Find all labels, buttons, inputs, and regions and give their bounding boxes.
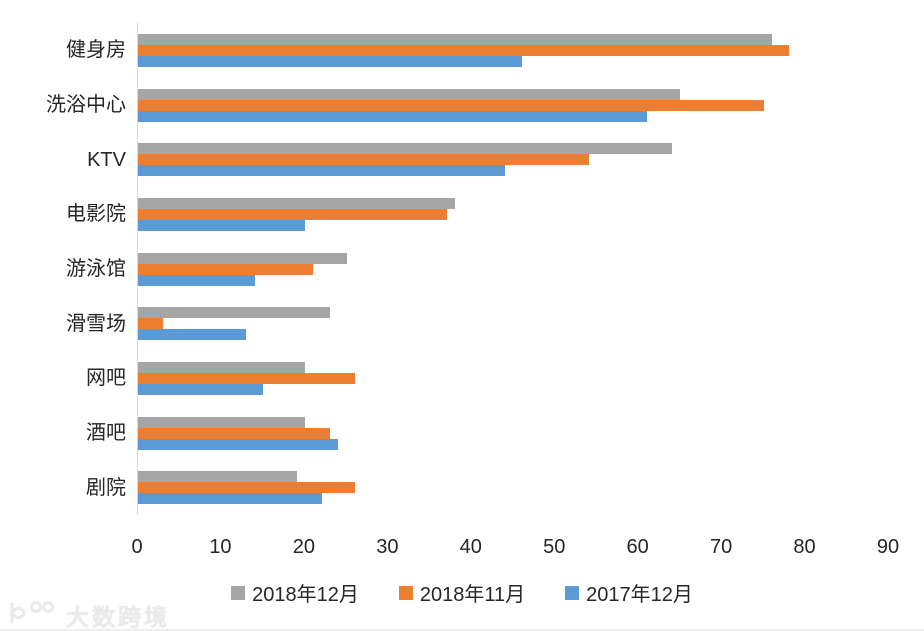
category-label: 酒吧	[86, 422, 126, 444]
bottom-border	[0, 629, 924, 631]
watermark-logo-icon	[6, 599, 58, 631]
legend: 2018年12月 2018年11月 2017年12月	[0, 578, 924, 607]
legend-label: 2018年12月	[252, 584, 359, 606]
bar-series3-cat3	[138, 165, 506, 177]
bar-series2-cat1	[138, 44, 789, 56]
category-label: 剧院	[86, 476, 126, 499]
category-axis-line	[137, 23, 138, 515]
watermark-text: 大数跨境	[66, 604, 170, 630]
bar-series2-cat3	[138, 154, 589, 166]
bar-series1-cat2	[138, 88, 681, 100]
bar-series1-cat5	[138, 252, 347, 264]
category-label: 健身房	[66, 39, 126, 62]
x-tick-label: 10	[209, 536, 232, 558]
bar-series1-cat7	[138, 361, 305, 373]
bar-series3-cat5	[138, 274, 255, 286]
legend-label: 2017年12月	[586, 584, 693, 606]
bar-series2-cat5	[138, 263, 314, 275]
bar-series2-cat8	[138, 427, 330, 439]
category-label: 滑雪场	[66, 312, 126, 335]
x-tick-label: 70	[709, 536, 733, 558]
bar-series2-cat4	[138, 208, 447, 220]
legend-item-series2: 2018年11月	[398, 578, 526, 607]
bar-series3-cat1	[138, 55, 522, 67]
x-tick-label: 90	[876, 536, 900, 558]
bar-series3-cat4	[138, 219, 305, 231]
bar-series3-cat9	[138, 493, 322, 505]
x-tick-label: 40	[459, 536, 482, 558]
legend-label: 2018年11月	[419, 584, 526, 606]
watermark: 大数跨境	[6, 598, 170, 631]
bar-series1-cat4	[138, 197, 456, 209]
bar-series1-cat3	[138, 143, 673, 155]
legend-swatch-icon	[565, 585, 580, 600]
category-label: 网吧	[86, 367, 126, 390]
category-label: 电影院	[66, 203, 126, 226]
bar-series3-cat6	[138, 329, 247, 341]
legend-swatch-icon	[231, 585, 246, 600]
legend-swatch-icon	[398, 585, 413, 600]
x-tick-label: 0	[131, 536, 143, 558]
legend-item-series3: 2017年12月	[565, 578, 693, 607]
bar-series3-cat7	[138, 383, 264, 395]
x-tick-label: 20	[292, 536, 315, 558]
bar-series1-cat1	[138, 33, 773, 45]
x-tick-label: 60	[626, 536, 649, 558]
bar-series1-cat6	[138, 307, 330, 319]
x-tick-label: 30	[376, 536, 399, 558]
x-tick-label: 80	[793, 536, 816, 558]
category-label: 游泳馆	[66, 258, 126, 280]
legend-item-series1: 2018年12月	[231, 578, 359, 607]
bar-series1-cat9	[138, 471, 297, 483]
category-label: 洗浴中心	[46, 94, 126, 116]
bar-series2-cat9	[138, 482, 355, 494]
bar-series2-cat2	[138, 99, 764, 111]
bar-series1-cat8	[138, 416, 305, 428]
bar-series2-cat6	[138, 318, 164, 330]
bar-series3-cat2	[138, 110, 647, 122]
category-label: KTV	[87, 148, 126, 171]
bar-series3-cat8	[138, 438, 339, 450]
bar-series2-cat7	[138, 372, 355, 384]
x-tick-label: 50	[543, 536, 566, 558]
